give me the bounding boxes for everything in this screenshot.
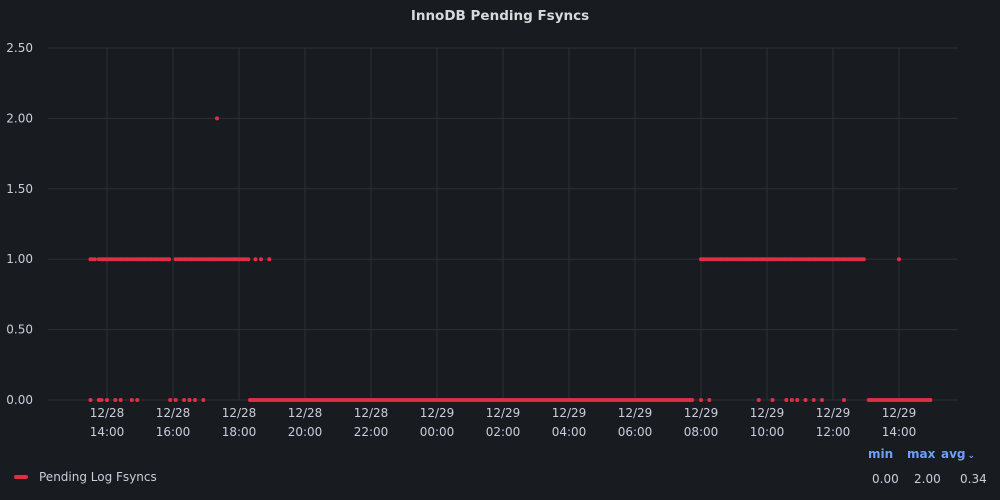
x-tick-time: 16:00 [156,425,191,439]
data-point [795,398,800,402]
data-point [267,257,272,262]
data-point [105,398,109,402]
series-points [88,116,933,402]
x-tick-time: 04:00 [552,425,587,439]
data-point [173,398,178,402]
x-tick-date: 12/29 [750,406,785,420]
data-point [789,398,794,402]
x-tick-date: 12/28 [90,406,125,420]
y-tick-label: 0.00 [6,393,33,407]
data-point [182,398,186,402]
chevron-down-icon: ⌄ [967,451,976,461]
x-tick-date: 12/29 [882,406,917,420]
data-point [803,398,808,402]
legend-swatch [14,475,28,479]
data-point [253,257,258,262]
x-tick-date: 12/28 [156,406,191,420]
x-tick-date: 12/28 [222,406,257,420]
data-point [215,116,219,121]
data-point [118,398,123,402]
x-tick-time: 08:00 [684,425,719,439]
data-point [88,398,93,402]
data-point [928,398,933,402]
legend-series-name: Pending Log Fsyncs [39,470,157,484]
data-point [842,398,846,402]
data-point [167,257,172,262]
data-point [690,398,695,402]
legend-header-max[interactable]: max [907,447,936,461]
y-tick-label: 1.50 [6,182,33,196]
data-point [187,398,192,402]
x-tick-time: 00:00 [420,425,455,439]
data-point [756,398,761,402]
x-tick-time: 14:00 [90,425,125,439]
y-tick-label: 2.50 [6,41,33,55]
x-tick-time: 06:00 [618,425,653,439]
grid-lines [48,47,958,401]
data-point [92,257,97,262]
data-point [129,398,134,402]
data-point [699,398,703,402]
x-axis: 12/28 14:00 12/28 16:00 12/28 18:00 12/28 20:00… [90,406,917,439]
data-point [113,398,118,402]
x-tick-date: 12/29 [420,406,455,420]
data-point [707,398,712,402]
data-point [820,398,824,402]
y-tick-label: 1.00 [6,252,33,266]
x-tick-date: 12/29 [552,406,587,420]
data-point [770,398,775,402]
data-point [99,398,104,402]
y-tick-label: 0.50 [6,323,33,337]
legend-header-min[interactable]: min [868,447,894,461]
x-tick-date: 12/28 [288,406,323,420]
legend-value-avg: 0.34 [960,472,987,486]
data-point [861,257,866,262]
legend-value-min: 0.00 [872,472,899,486]
legend-value-max: 2.00 [914,472,941,486]
x-tick-date: 12/29 [618,406,653,420]
panel-title: InnoDB Pending Fsyncs [410,8,590,24]
data-point [193,398,197,402]
data-point [784,398,789,402]
data-point [201,398,206,402]
data-point [135,398,140,402]
x-tick-date: 12/29 [684,406,719,420]
x-tick-date: 12/29 [816,406,851,420]
x-tick-date: 12/29 [486,406,521,420]
data-point [168,398,173,402]
legend-header-avg[interactable]: avg ⌄ [941,447,976,461]
data-point [259,257,263,262]
x-tick-time: 02:00 [486,425,521,439]
x-tick-time: 18:00 [222,425,257,439]
x-tick-time: 22:00 [354,425,389,439]
x-tick-time: 10:00 [750,425,785,439]
x-tick-time: 12:00 [816,425,851,439]
x-tick-date: 12/28 [354,406,389,420]
x-tick-time: 20:00 [288,425,323,439]
legend-item[interactable]: Pending Log Fsyncs [14,470,157,484]
data-point [897,257,901,262]
y-tick-label: 2.00 [6,111,33,125]
data-point [246,257,251,262]
x-tick-time: 14:00 [882,425,917,439]
data-point [811,398,816,402]
y-axis: 0.00 0.50 1.00 1.50 2.00 2.50 [6,41,33,407]
